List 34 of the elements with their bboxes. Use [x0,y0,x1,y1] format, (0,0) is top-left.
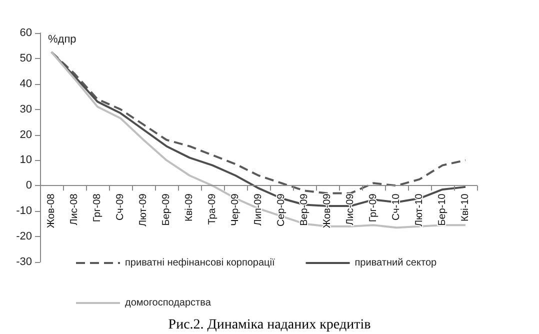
y-tick-label: 10 [20,154,32,166]
x-tick-label: Лют-09 [138,193,149,227]
y-tick-label: 20 [20,128,32,141]
x-tick-label: Лют-10 [414,193,425,227]
y-tick-label: -30 [16,256,32,268]
x-tick-label: Лис-09 [345,193,356,226]
x-tick-label: Кві-10 [460,193,471,222]
legend-label: домогосподарства [125,298,212,308]
legend-label: приватні нефінансові корпорації [125,258,275,268]
x-tick-label: Жов-09 [322,193,333,228]
y-tick-label: 0 [26,180,32,192]
x-tick-label: Лип-09 [253,193,264,226]
x-tick-label: Грг-08 [92,193,103,222]
x-tick-label: Грг-09 [368,193,379,222]
x-tick-label: Тра-09 [207,193,218,225]
x-tick-label: Сч-09 [115,193,126,220]
x-tick-label: Жов-08 [46,193,57,228]
y-axis-title: %дпр [48,34,76,46]
y-tick-label: 60 [20,27,32,39]
y-tick-label: -10 [16,205,32,218]
x-tick-label: Бер-10 [437,193,448,226]
x-tick-label: Вер-09 [299,193,310,226]
y-tick-label: 50 [20,52,32,64]
y-tick-label: 40 [20,78,32,90]
x-tick-label: Чер-09 [230,193,241,226]
y-tick-label: -20 [16,230,32,243]
text: Рис.2. Динаміка наданих кредитів [168,318,372,332]
x-tick-label: Сер-09 [276,193,287,226]
y-tick-label: 30 [20,103,32,116]
x-tick-label: Бер-09 [161,193,172,226]
legend-label: приватний сектор [354,258,438,268]
x-tick-label: Сч-10 [391,193,402,220]
x-tick-label: Лис-08 [69,193,80,226]
x-tick-label: Кві-09 [184,193,195,222]
